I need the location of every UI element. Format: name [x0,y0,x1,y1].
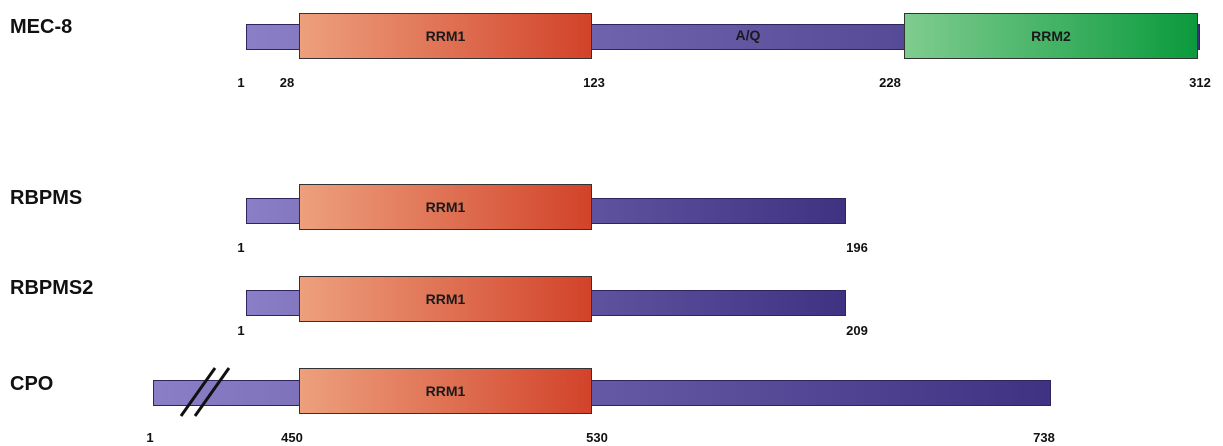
rbpms2-rrm1-label: RRM1 [425,291,466,307]
mec8-rrm2-label: RRM2 [1031,28,1071,44]
mec8-pos-228: 228 [879,75,901,90]
rbpms2-rrm1-domain: RRM1 [299,276,592,322]
mec8-pos-28: 28 [279,75,295,90]
protein-name-cpo: CPO [10,373,54,395]
cpo-rrm1-label: RRM1 [425,383,466,399]
cpo-pos-738: 738 [1033,430,1055,445]
mec8-rrm1-domain: RRM1 [299,13,592,59]
rbpms-rrm1-domain: RRM1 [299,184,592,230]
cpo-pos-1: 1 [146,430,154,445]
rbpms2-pos-209: 209 [846,323,868,338]
mec8-pos-123: 123 [583,75,605,90]
mec8-pos-312: 312 [1189,75,1211,90]
rbpms-pos-196: 196 [846,240,868,255]
mec8-rrm2-domain: RRM2 [904,13,1198,59]
rbpms-rrm1-label: RRM1 [425,199,466,215]
protein-name-rbpms2: RBPMS2 [10,277,94,299]
cpo-chain-bar [153,380,1051,406]
protein-name-rbpms: RBPMS [10,187,83,209]
mec8-aq-region-label: A/Q [735,27,761,43]
protein-name-mec8: MEC-8 [10,16,73,38]
rbpms-pos-1: 1 [237,240,245,255]
cpo-rrm1-domain: RRM1 [299,368,592,414]
cpo-pos-530: 530 [586,430,608,445]
mec8-pos-1: 1 [237,75,245,90]
rbpms2-pos-1: 1 [237,323,245,338]
cpo-pos-450: 450 [281,430,303,445]
mec8-rrm1-label: RRM1 [425,28,466,44]
sequence-break-icon [179,367,231,417]
